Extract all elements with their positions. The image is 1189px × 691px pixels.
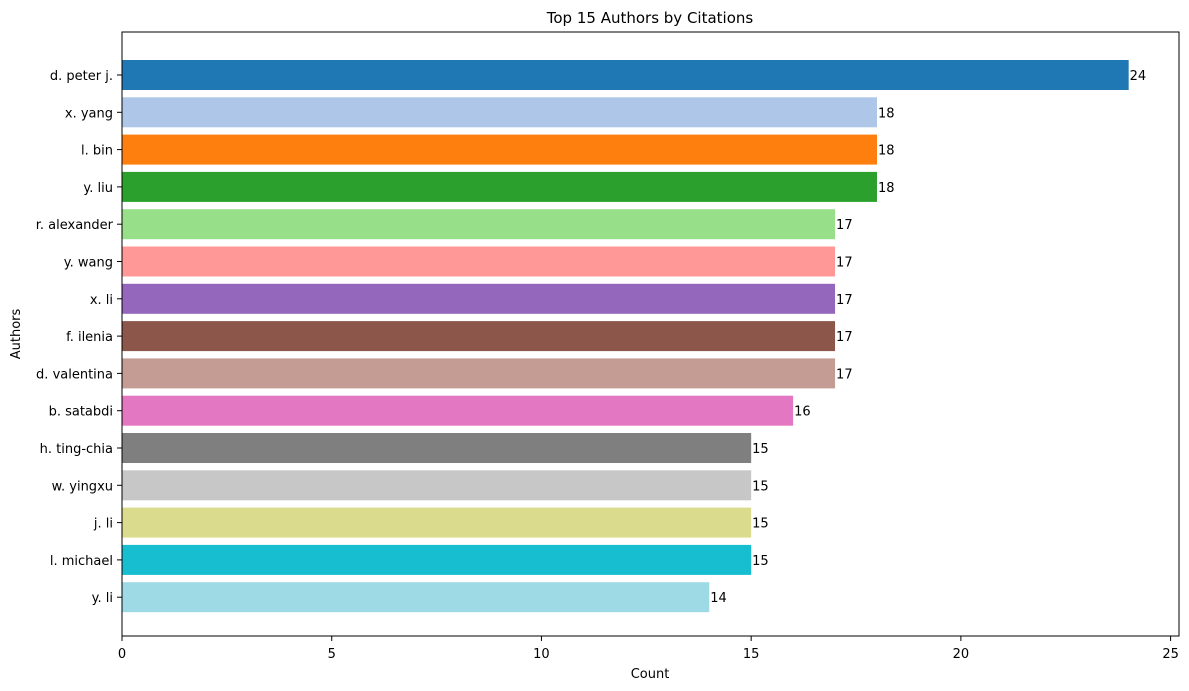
bar-9 <box>122 395 794 426</box>
y-tick-label: l. michael <box>50 554 113 569</box>
bar-5 <box>122 246 836 277</box>
x-tick-label: 5 <box>328 647 336 662</box>
data-label: 15 <box>752 479 769 494</box>
data-labels: 24 18 18 18 17 17 17 17 17 16 15 15 15 15 14 <box>710 69 1146 606</box>
bar-8 <box>122 358 836 389</box>
x-tick-label: 15 <box>743 647 760 662</box>
y-tick-label: y. li <box>92 591 113 606</box>
data-label: 18 <box>878 144 895 159</box>
bar-7 <box>122 321 836 352</box>
y-tick-label: l. bin <box>81 144 113 159</box>
x-tick-label: 0 <box>118 647 126 662</box>
y-tick-label: y. wang <box>64 256 113 271</box>
y-tick-label: w. yingxu <box>52 479 113 494</box>
data-label: 17 <box>836 256 853 271</box>
bar-6 <box>122 283 836 314</box>
bar-4 <box>122 209 836 240</box>
y-tick-label: r. alexander <box>36 218 114 233</box>
data-label: 16 <box>794 405 811 420</box>
y-tick-label: f. ilenia <box>66 330 113 345</box>
plot-frame <box>121 31 1180 637</box>
x-tick-label: 10 <box>533 647 550 662</box>
x-ticks: 0 5 10 15 20 25 <box>118 636 1179 662</box>
bar-11 <box>122 470 752 501</box>
bar-1 <box>122 97 877 128</box>
y-tick-label: d. peter j. <box>50 69 113 84</box>
bar-14 <box>122 582 710 613</box>
data-label: 24 <box>1130 69 1147 84</box>
chart-title: Top 15 Authors by Citations <box>546 9 754 27</box>
y-tick-label: j. li <box>93 517 113 532</box>
data-label: 15 <box>752 517 769 532</box>
y-tick-label: x. yang <box>65 106 113 121</box>
bar-2 <box>122 134 877 165</box>
bar-13 <box>122 544 752 575</box>
x-axis-label: Count <box>631 667 670 682</box>
data-label: 17 <box>836 218 853 233</box>
data-label: 18 <box>878 181 895 196</box>
y-tick-label: y. liu <box>83 181 113 196</box>
data-label: 18 <box>878 106 895 121</box>
x-tick-label: 25 <box>1162 647 1179 662</box>
y-tick-label: h. ting-chia <box>40 442 113 457</box>
bar-0 <box>122 60 1129 90</box>
bar-10 <box>122 433 752 463</box>
y-axis-label: Authors <box>9 309 24 360</box>
data-label: 17 <box>836 293 853 308</box>
data-label: 15 <box>752 442 769 457</box>
y-tick-label: b. satabdi <box>49 405 113 420</box>
data-label: 17 <box>836 367 853 382</box>
bar-3 <box>122 171 877 202</box>
data-label: 17 <box>836 330 853 345</box>
bar-12 <box>122 507 752 538</box>
y-tick-label: x. li <box>90 293 113 308</box>
y-tick-labels: d. peter j. x. yang l. bin y. liu r. alexand… <box>36 69 122 606</box>
bars-group <box>122 60 1129 613</box>
data-label: 14 <box>710 591 727 606</box>
x-tick-label: 20 <box>953 647 970 662</box>
y-tick-label: d. valentina <box>36 367 113 382</box>
data-label: 15 <box>752 554 769 569</box>
